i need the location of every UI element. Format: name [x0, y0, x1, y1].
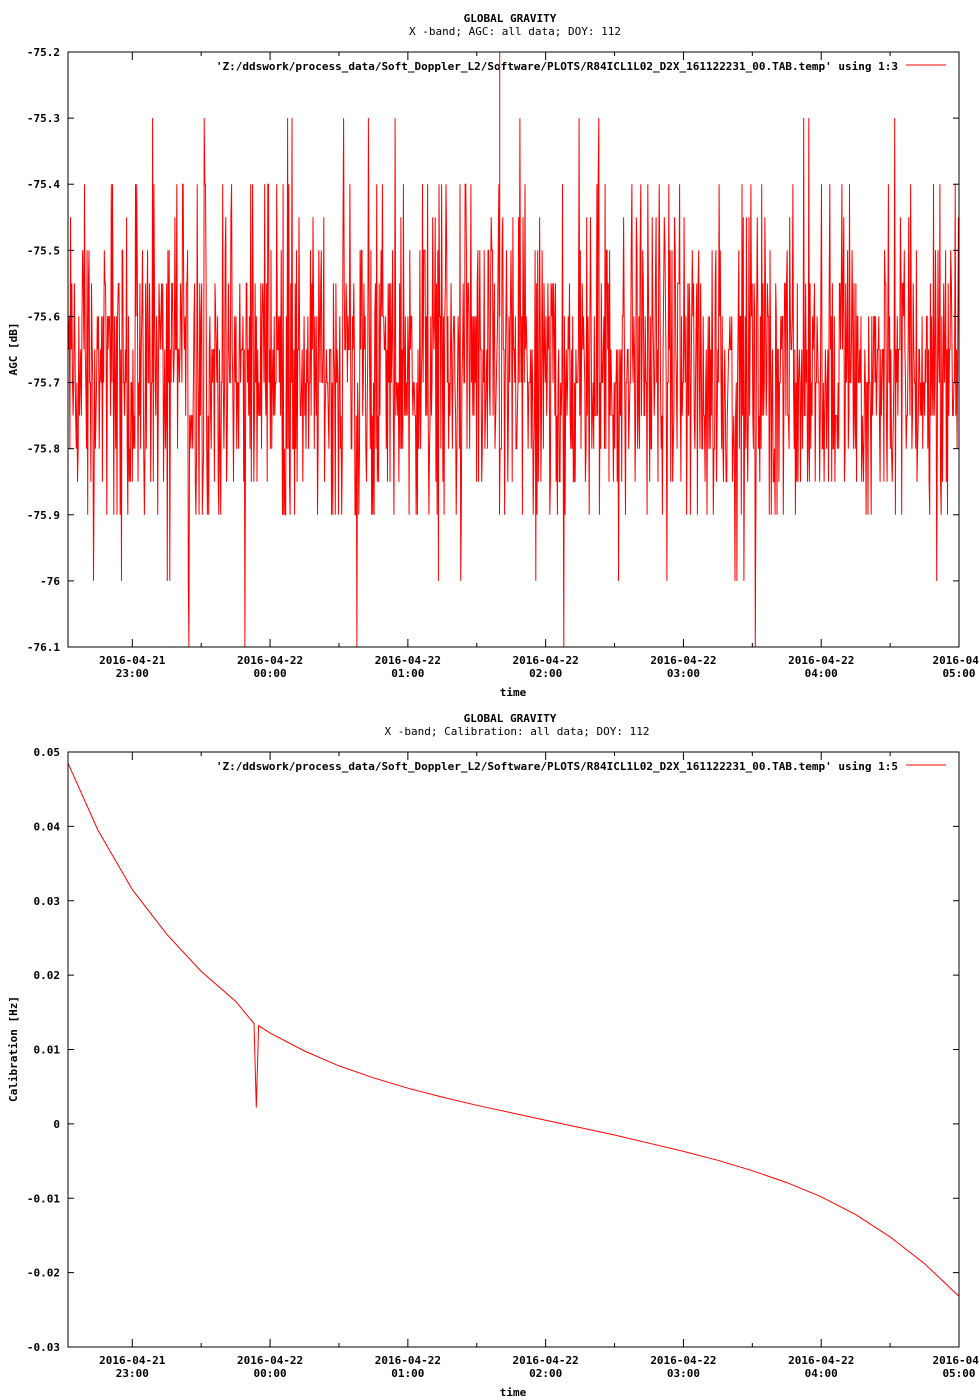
chart-title: GLOBAL GRAVITY: [464, 12, 557, 25]
x-tick-date: 2016-04-: [933, 1354, 980, 1367]
legend-entry: 'Z:/ddswork/process_data/Soft_Doppler_L2…: [216, 60, 898, 73]
x-tick-time: 02:00: [529, 1367, 562, 1380]
y-axis-label: AGC [dB]: [7, 323, 20, 376]
x-tick-date: 2016-04-22: [375, 654, 441, 667]
x-tick-date: 2016-04-22: [513, 654, 579, 667]
x-tick-date: 2016-04-22: [237, 1354, 303, 1367]
y-tick-label: -75.6: [27, 310, 60, 323]
axis-ticks: 0.05 0.04 0.03 0.02 0.01 0 -0.01 -0.02 -0.03 2016…: [27, 746, 980, 1380]
x-tick-time: 05:00: [942, 667, 975, 680]
y-tick-label: -76.1: [27, 641, 60, 654]
y-tick-label: -76: [40, 575, 60, 588]
plot-frame: [67, 751, 960, 1348]
chart-calibration: GLOBAL GRAVITY X -band; Calibration: all…: [7, 712, 980, 1399]
series-agc: [67, 52, 960, 648]
x-tick-date: 2016-04-22: [650, 1354, 716, 1367]
y-tick-label: -75.4: [27, 178, 60, 191]
series-line: [67, 762, 960, 1297]
x-tick-time: 02:00: [529, 667, 562, 680]
y-tick-label: 0.03: [34, 895, 61, 908]
series-line: [67, 118, 960, 648]
x-tick-time: 03:00: [667, 667, 700, 680]
x-tick-time: 01:00: [391, 667, 424, 680]
x-tick-date: 2016-04-22: [650, 654, 716, 667]
y-axis-label: Calibration [Hz]: [7, 996, 20, 1102]
chart-subtitle: X -band; Calibration: all data; DOY: 112: [385, 725, 650, 738]
y-tick-label: -75.2: [27, 46, 60, 59]
chart-title: GLOBAL GRAVITY: [464, 712, 557, 725]
y-tick-label: 0: [53, 1118, 60, 1131]
x-axis-label: time: [500, 1386, 527, 1399]
plot-frame: [67, 51, 960, 648]
x-tick-time: 00:00: [254, 1367, 287, 1380]
x-tick-date: 2016-04-: [933, 654, 980, 667]
y-tick-label: 0.04: [34, 820, 61, 833]
y-tick-label: -75.5: [27, 244, 60, 257]
y-tick-label: -75.9: [27, 509, 60, 522]
x-tick-date: 2016-04-21: [99, 654, 166, 667]
series-calibration: [67, 762, 960, 1297]
chart-subtitle: X -band; AGC: all data; DOY: 112: [409, 25, 621, 38]
y-tick-label: -75.8: [27, 443, 60, 456]
legend-entry: 'Z:/ddswork/process_data/Soft_Doppler_L2…: [216, 760, 898, 773]
x-tick-date: 2016-04-21: [99, 1354, 166, 1367]
x-tick-date: 2016-04-22: [237, 654, 303, 667]
x-tick-time: 05:00: [942, 1367, 975, 1380]
axis-ticks: -75.2 -75.3 -75.4 -75.5 -75.6 -75.7 -75.8 -75.9…: [27, 46, 980, 680]
x-axis-label: time: [500, 686, 527, 699]
x-tick-date: 2016-04-22: [788, 1354, 854, 1367]
y-tick-label: 0.05: [34, 746, 61, 759]
chart-agc: GLOBAL GRAVITY X -band; AGC: all data; D…: [7, 12, 980, 699]
y-tick-label: -0.02: [27, 1267, 60, 1280]
x-tick-date: 2016-04-22: [375, 1354, 441, 1367]
y-tick-label: -0.03: [27, 1341, 60, 1354]
y-tick-label: -75.3: [27, 112, 60, 125]
x-tick-time: 23:00: [116, 667, 149, 680]
y-tick-label: -0.01: [27, 1192, 60, 1205]
y-tick-label: -75.7: [27, 377, 60, 390]
x-tick-date: 2016-04-22: [513, 1354, 579, 1367]
x-tick-time: 00:00: [254, 667, 287, 680]
x-tick-time: 03:00: [667, 1367, 700, 1380]
y-tick-label: 0.01: [34, 1044, 61, 1057]
x-tick-time: 01:00: [391, 1367, 424, 1380]
x-tick-date: 2016-04-22: [788, 654, 854, 667]
x-tick-time: 04:00: [805, 667, 838, 680]
x-tick-time: 23:00: [116, 1367, 149, 1380]
y-tick-label: 0.02: [34, 969, 61, 982]
x-tick-time: 04:00: [805, 1367, 838, 1380]
